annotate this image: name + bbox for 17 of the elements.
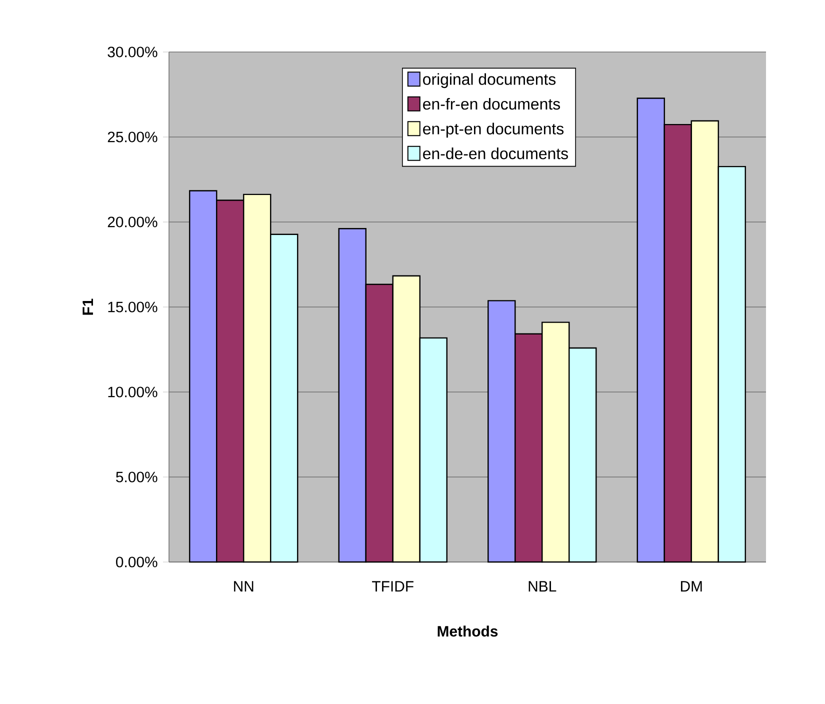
y-tick-label: 5.00% [116, 472, 158, 482]
legend-label: en-de-en documents [423, 148, 568, 160]
x-tick-label: NBL [528, 581, 556, 592]
legend-label: en-pt-en documents [423, 122, 564, 138]
y-axis-title: F1 [82, 298, 93, 315]
legend-label: original documents [423, 73, 556, 88]
y-tick-label: 0.00% [116, 556, 158, 568]
x-tick-label: TFIDF [372, 581, 414, 592]
y-tick-label: 15.00% [108, 302, 158, 312]
x-tick-label: NN [234, 581, 254, 592]
y-tick-label: 30.00% [108, 46, 158, 58]
x-axis-title: Methods [438, 626, 498, 637]
x-tick-label: DM [680, 581, 702, 592]
y-tick-label: 10.00% [108, 386, 158, 398]
y-tick-label: 20.00% [108, 216, 158, 228]
legend-label: en-fr-en documents [423, 98, 560, 110]
y-tick-label: 25.00% [108, 132, 158, 142]
